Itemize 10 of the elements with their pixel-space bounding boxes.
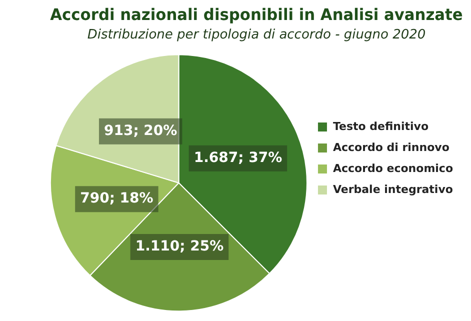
data-label: 1.110; 25% [135,238,224,255]
legend-label: Testo definitivo [332,120,429,133]
chart-subtitle: Distribuzione per tipologia di accordo - giugno 2020 [87,27,426,42]
legend-label: Verbale integrativo [332,182,454,196]
legend-label: Accordo di rinnovo [332,140,450,154]
legend-label: Accordo economico [332,162,454,175]
data-label: 1.687; 37% [194,150,282,166]
data-label: 790; 18% [80,190,154,207]
chart-title: Accordi nazionali disponibili in Analisi avanzate [50,4,463,24]
data-label: 913; 20% [104,123,178,140]
